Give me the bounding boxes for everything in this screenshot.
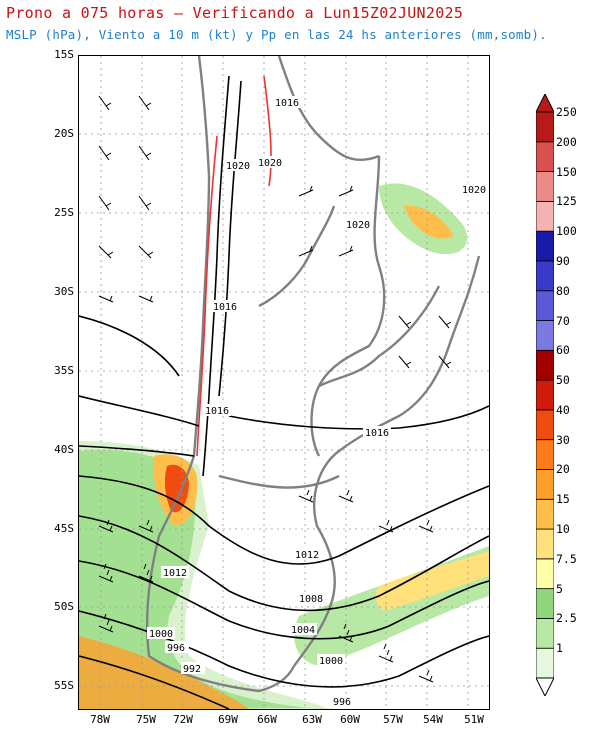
colorbar-box: [536, 349, 554, 381]
isobar-label: 1012: [163, 568, 187, 579]
colorbar-tick-label: 100: [556, 224, 577, 239]
lon-label-57w: 57W: [383, 713, 403, 726]
precip-chile-max: [164, 464, 189, 513]
graticule: [79, 56, 489, 709]
precipitation-colorbar: [536, 94, 554, 696]
isobar-label: 1020: [346, 220, 370, 231]
colorbar-box: [536, 290, 554, 321]
lat-label-55s: 55S: [54, 679, 74, 692]
precip-south-band: [79, 636, 249, 709]
colorbar-box: [536, 111, 554, 143]
map-canvas: 1016 1020 1020 1020 1020 1016 1016 1016 …: [79, 56, 489, 709]
lat-label-30s: 30S: [54, 285, 74, 298]
colorbar-box: [536, 618, 554, 649]
colorbar-box: [536, 260, 554, 292]
isobar-labels: 1016 1020 1020 1020 1020 1016 1016 1016 …: [147, 96, 488, 708]
andes-terrain: [196, 75, 272, 477]
colorbar-box: [536, 439, 554, 470]
lat-label-20s: 20S: [54, 127, 74, 140]
precip-atlantic-core: [375, 551, 489, 611]
colorbar-tick-label: 2.5: [556, 611, 577, 626]
chart-title: Prono a 075 horas — Verificando a Lun15Z…: [6, 4, 464, 22]
forecast-map: 1016 1020 1020 1020 1020 1016 1016 1016 …: [78, 55, 490, 710]
isobar-label: 1004: [291, 625, 315, 636]
colorbar-tick-label: 80: [556, 283, 570, 298]
lat-label-40s: 40S: [54, 443, 74, 456]
colorbar-top-arrow: [536, 94, 554, 113]
lon-label-75w: 75W: [136, 713, 156, 726]
colorbar-box: [536, 588, 554, 619]
lon-label-66w: 66W: [257, 713, 277, 726]
colorbar-tick-label: 70: [556, 313, 570, 328]
precip-brazil-core: [404, 205, 454, 239]
colorbar-tick-label: 10: [556, 522, 570, 537]
chart-subtitle: MSLP (hPa), Viento a 10 m (kt) y Pp en l…: [6, 27, 547, 42]
colorbar-box: [536, 409, 554, 441]
colorbar-bottom-arrow: [536, 677, 554, 696]
colorbar-tick-label: 200: [556, 134, 577, 149]
isobar-label: 1016: [275, 98, 299, 109]
lon-label-78w: 78W: [90, 713, 110, 726]
isobar-label: 1020: [462, 185, 486, 196]
lat-label-35s: 35S: [54, 364, 74, 377]
colorbar-box: [536, 379, 554, 411]
colorbar-box: [536, 647, 554, 679]
lat-label-25s: 25S: [54, 206, 74, 219]
colorbar-box: [536, 200, 554, 232]
colorbar-tick-label: 50: [556, 373, 570, 388]
colorbar-tick-label: 7.5: [556, 551, 577, 566]
lon-label-54w: 54W: [423, 713, 443, 726]
precip-south-pacific-light: [79, 441, 329, 709]
isobar-label: 1020: [258, 158, 282, 169]
colorbar-tick-label: 150: [556, 164, 577, 179]
isobar-label: 1000: [319, 656, 343, 667]
colorbar-tick-label: 20: [556, 462, 570, 477]
colorbar-tick-label: 30: [556, 432, 570, 447]
isobar-label: 1020: [226, 161, 250, 172]
colorbar-box: [536, 528, 554, 560]
colorbar-tick-label: 125: [556, 194, 577, 209]
isobar-label: 996: [167, 643, 185, 654]
colorbar-box: [536, 171, 554, 202]
lon-label-51w: 51W: [464, 713, 484, 726]
colorbar-tick-label: 90: [556, 253, 570, 268]
colorbar-tick-label: 250: [556, 105, 577, 119]
lat-label-45s: 45S: [54, 522, 74, 535]
colorbar-box: [536, 498, 554, 530]
isobar-label: 1016: [365, 428, 389, 439]
isobar-label: 992: [183, 664, 201, 675]
colorbar-tick-label: 5: [556, 581, 563, 596]
colorbar-box: [536, 141, 554, 172]
colorbar-tick-label: 15: [556, 492, 570, 507]
colorbar-tick-label: 60: [556, 343, 570, 358]
isobar-label: 996: [333, 697, 351, 708]
colorbar-tick-label: 1: [556, 641, 563, 656]
coastlines: [145, 56, 481, 693]
lon-label-69w: 69W: [218, 713, 238, 726]
isobar-label: 1012: [295, 550, 319, 561]
isobar-label: 1016: [205, 406, 229, 417]
colorbar-box: [536, 230, 554, 262]
isobar-label: 1000: [149, 629, 173, 640]
wind-barbs: [98, 95, 452, 683]
isobar-label: 1008: [299, 594, 323, 605]
lat-label-50s: 50S: [54, 600, 74, 613]
colorbar-box: [536, 320, 554, 351]
colorbar-box: [536, 558, 554, 590]
lon-label-60w: 60W: [340, 713, 360, 726]
isobar-label: 1016: [213, 302, 237, 313]
colorbar-box: [536, 469, 554, 500]
colorbar-tick-label: 40: [556, 402, 570, 417]
lon-label-63w: 63W: [302, 713, 322, 726]
precipitation-shading: [79, 183, 489, 709]
lon-label-72w: 72W: [173, 713, 193, 726]
lat-label-15s: 15S: [54, 48, 74, 61]
